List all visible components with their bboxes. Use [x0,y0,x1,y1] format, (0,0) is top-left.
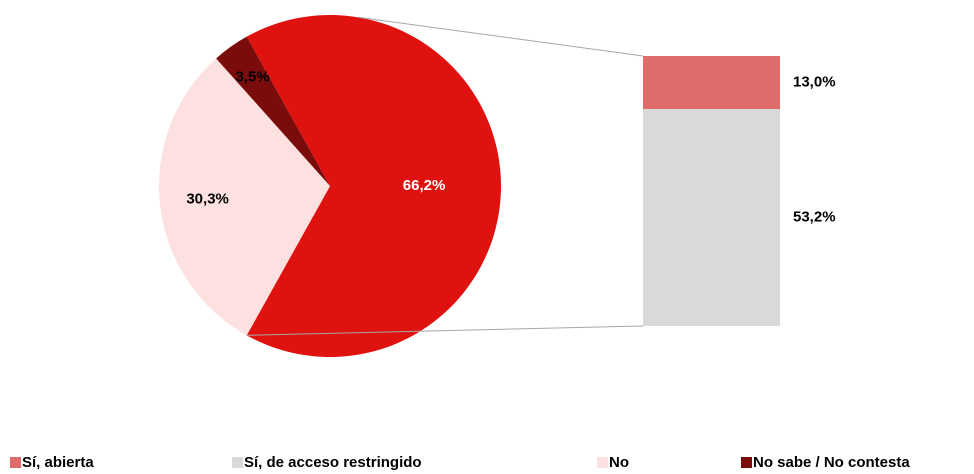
legend-label: Sí, abierta [22,454,94,471]
legend-label: Sí, de acceso restringido [244,454,422,471]
connector [246,325,644,336]
slice-label: 30,3% [186,190,229,207]
legend-swatch [741,457,752,468]
bar-segment [643,109,780,326]
bar-label: 53,2% [793,208,836,225]
legend-label: No [609,454,629,471]
pie-slice [216,36,330,186]
slice-label: 3,5% [236,68,270,85]
pie-slice [158,58,330,336]
slice-label: 66,2% [403,177,446,194]
pie-slice [246,14,501,357]
legend-swatch [10,457,21,468]
legend-label: No sabe / No contesta [753,454,910,471]
connector [357,16,644,57]
bar-label: 13,0% [793,73,836,90]
legend-swatch [232,457,243,468]
legend-swatch [597,457,608,468]
bar-segment [643,56,780,110]
